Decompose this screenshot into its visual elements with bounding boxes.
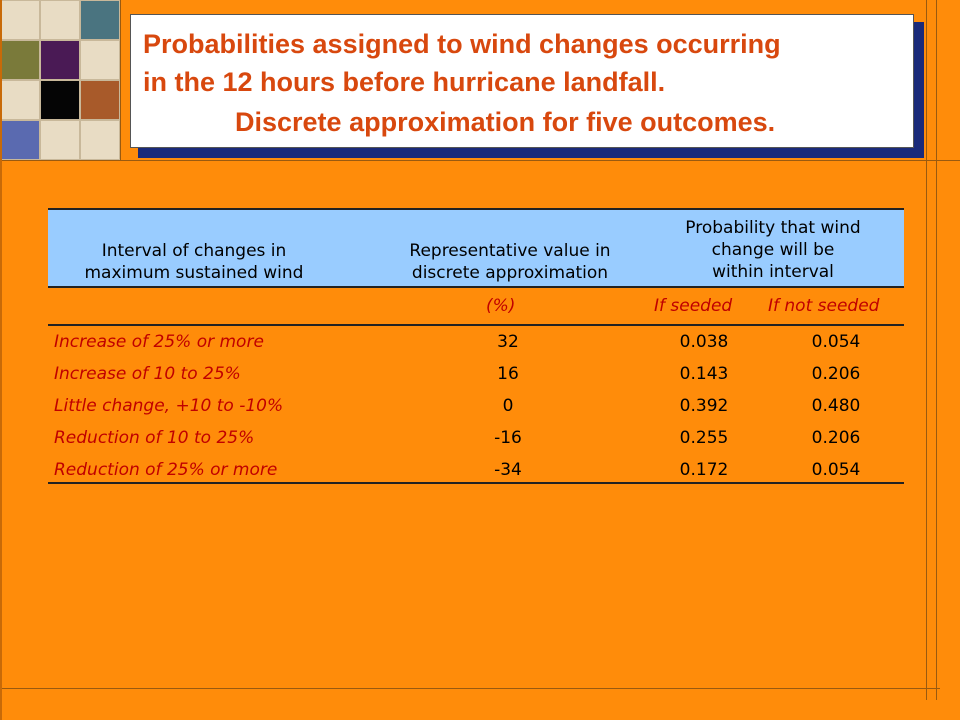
row-value: -34 (494, 460, 522, 480)
subheader-not-seeded: If not seeded (768, 296, 880, 316)
row-label: Increase of 10 to 25% (54, 364, 241, 384)
mosaic-tile (80, 0, 120, 40)
row-seeded: 0.172 (679, 460, 729, 480)
row-value: 32 (497, 332, 519, 352)
header-top-rule (48, 208, 904, 210)
mosaic-tile (0, 80, 40, 120)
row-seeded: 0.143 (679, 364, 729, 384)
mosaic-tile (0, 0, 40, 40)
subheader-unit: (%) (486, 296, 516, 316)
header-probability: Probability that wind change will be wit… (648, 217, 898, 283)
title-line-3: Discrete approximation for five outcomes… (235, 107, 776, 137)
mosaic-tile (0, 40, 40, 80)
row-value: 0 (502, 396, 514, 416)
mosaic-tile (40, 0, 80, 40)
decorative-mosaic (0, 0, 120, 160)
title-box: Probabilities assigned to wind changes o… (130, 14, 914, 148)
decorative-rule (0, 688, 940, 689)
row-not-seeded: 0.206 (811, 364, 861, 384)
header-representative: Representative value in discrete approxi… (380, 240, 640, 284)
decorative-rule (120, 0, 121, 160)
title-line-1: Probabilities assigned to wind changes o… (143, 29, 781, 59)
header-interval: Interval of changes in maximum sustained… (56, 240, 332, 284)
subheader-seeded: If seeded (654, 296, 733, 316)
row-not-seeded: 0.480 (811, 396, 861, 416)
row-value: -16 (494, 428, 522, 448)
mosaic-tile (40, 120, 80, 160)
decorative-rule (0, 160, 960, 161)
table-row: Reduction of 10 to 25% -16 0.255 0.206 (48, 422, 904, 454)
row-not-seeded: 0.206 (811, 428, 861, 448)
title-line-2: in the 12 hours before hurricane landfal… (143, 67, 666, 97)
mosaic-tile (80, 120, 120, 160)
row-label: Increase of 25% or more (54, 332, 264, 352)
row-seeded: 0.255 (679, 428, 729, 448)
table-row: Increase of 10 to 25% 16 0.143 0.206 (48, 358, 904, 390)
table-row: Increase of 25% or more 32 0.038 0.054 (48, 326, 904, 358)
mosaic-tile (80, 40, 120, 80)
header-probability-line: change will be (711, 240, 835, 260)
mosaic-tile (80, 80, 120, 120)
table-bottom-rule (48, 482, 904, 484)
row-label: Reduction of 10 to 25% (54, 428, 255, 448)
row-not-seeded: 0.054 (811, 460, 861, 480)
mosaic-tile (40, 40, 80, 80)
row-seeded: 0.392 (679, 396, 729, 416)
header-representative-line: discrete approximation (411, 263, 609, 283)
row-seeded: 0.038 (679, 332, 729, 352)
subheader-rule (48, 324, 904, 326)
row-label: Reduction of 25% or more (54, 460, 278, 480)
mosaic-tile (40, 80, 80, 120)
header-probability-line: Probability that wind (685, 218, 861, 238)
header-interval-line: Interval of changes in (101, 241, 287, 261)
header-bottom-rule (48, 286, 904, 288)
table-header (48, 208, 904, 286)
header-interval-line: maximum sustained wind (84, 263, 304, 283)
decorative-rule (936, 0, 937, 700)
decorative-rule (0, 0, 2, 720)
row-value: 16 (497, 364, 519, 384)
header-representative-line: Representative value in (409, 241, 611, 261)
table-row: Little change, +10 to -10% 0 0.392 0.480 (48, 390, 904, 422)
mosaic-tile (0, 120, 40, 160)
row-label: Little change, +10 to -10% (54, 396, 284, 416)
row-not-seeded: 0.054 (811, 332, 861, 352)
decorative-rule (926, 0, 927, 700)
table-row: Reduction of 25% or more -34 0.172 0.054 (48, 454, 904, 486)
header-probability-line: within interval (712, 262, 834, 282)
